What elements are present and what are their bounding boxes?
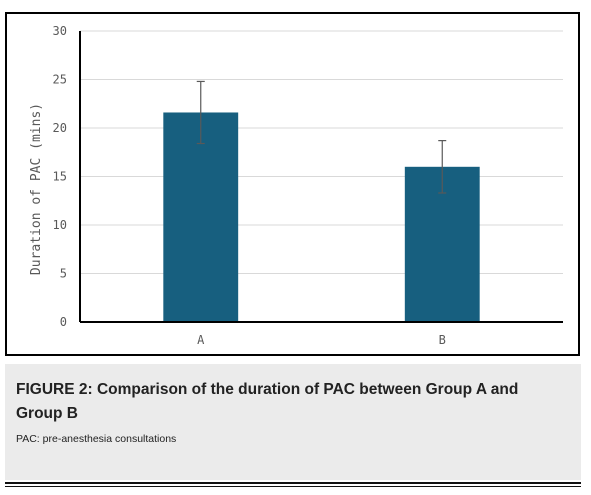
bottom-rule-thin (5, 486, 581, 487)
axes (79, 31, 563, 323)
y-tick-label: 25 (53, 73, 67, 87)
y-tick-label: 30 (53, 24, 67, 38)
y-tick-label: 15 (53, 170, 67, 184)
x-tick-label: A (197, 333, 205, 347)
gridlines (80, 30, 563, 274)
y-tick-label: 0 (60, 315, 67, 329)
y-axis-title: Duration of PAC (mins) (29, 103, 44, 275)
x-tick-label: B (439, 333, 446, 347)
y-tick-labels: 0 5 10 15 20 25 30 (53, 24, 67, 329)
figure-caption: FIGURE 2: Comparison of the duration of … (5, 364, 581, 480)
y-tick-label: 20 (53, 121, 67, 135)
error-bar-b (438, 140, 447, 194)
bars (163, 80, 480, 322)
y-tick-label: 5 (60, 267, 67, 281)
caption-note: PAC: pre-anesthesia consultations (16, 433, 177, 445)
caption-title: FIGURE 2: Comparison of the duration of … (16, 381, 519, 422)
bottom-rule (5, 482, 581, 484)
bar-a (163, 112, 239, 322)
y-tick-label: 10 (53, 218, 67, 232)
error-bar-a (196, 80, 205, 145)
